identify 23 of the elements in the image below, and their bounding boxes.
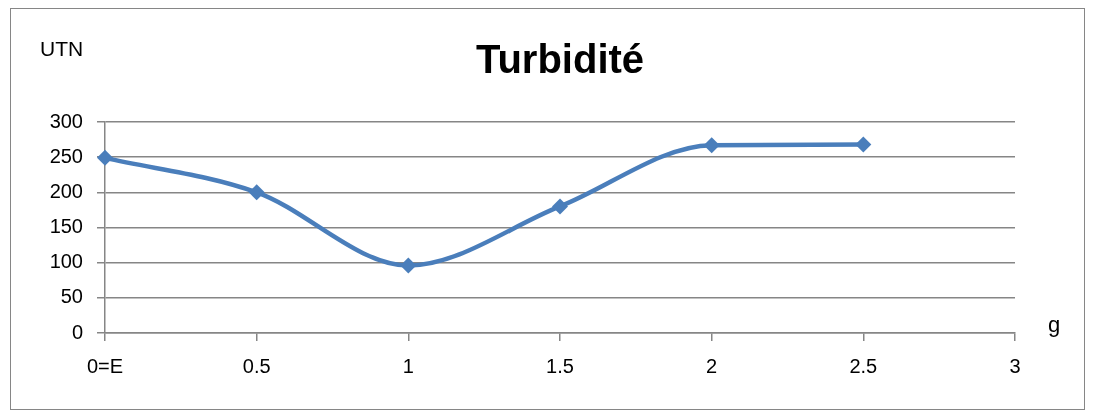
chart-title: Turbidité — [475, 37, 645, 82]
x-tick-label: 1 — [402, 354, 414, 377]
point — [97, 149, 113, 166]
point — [703, 137, 720, 154]
y-tick-label: 0 — [71, 320, 83, 343]
x-axis-title: g — [1048, 312, 1061, 338]
x-tick-label: 1.5 — [546, 354, 574, 377]
y-tick-label: 150 — [49, 215, 83, 238]
y-tick-label: 100 — [49, 250, 83, 273]
point — [400, 257, 417, 274]
x-tick-label: 0.5 — [242, 354, 271, 377]
y-tick-label: 250 — [49, 144, 83, 167]
y-tick-label: 200 — [49, 179, 83, 202]
x-tick-label: 2.5 — [849, 354, 878, 377]
x-tick-label: 0=E — [86, 354, 124, 377]
point — [855, 136, 872, 153]
x-tick-label: 2 — [706, 354, 718, 377]
y-axis-title: UTN — [40, 36, 84, 60]
y-tick-label: 300 — [49, 109, 83, 132]
x-tick-label: 3 — [1009, 354, 1021, 377]
y-tick-label: 50 — [60, 285, 83, 308]
point — [552, 198, 568, 215]
point — [248, 184, 265, 201]
